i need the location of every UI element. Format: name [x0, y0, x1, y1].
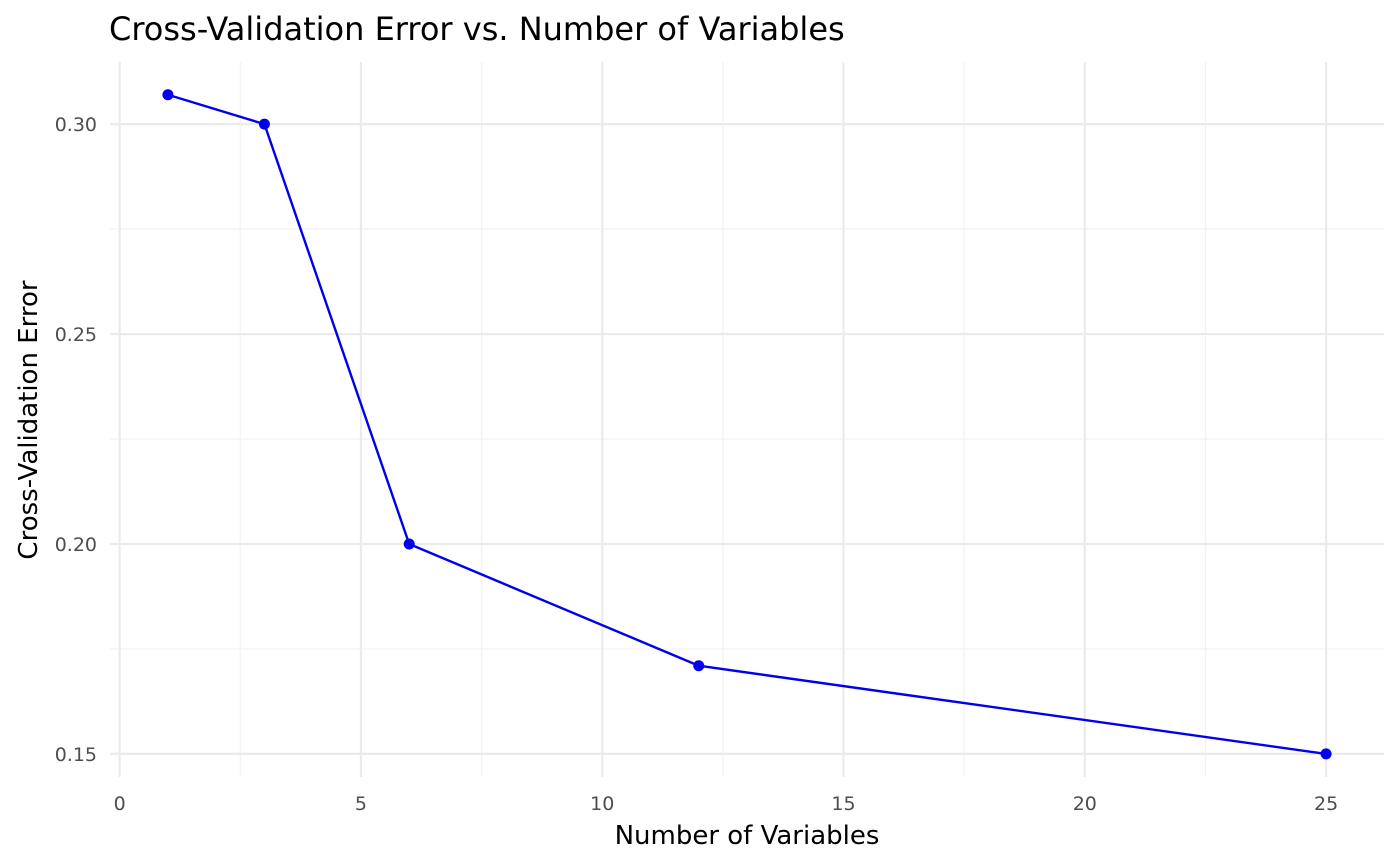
data-point — [693, 660, 705, 672]
y-axis-tick-labels: 0.15 0.20 0.25 0.30 — [55, 114, 97, 766]
data-point — [403, 538, 415, 550]
y-tick-label: 0.20 — [55, 534, 97, 556]
series-line — [166, 93, 1328, 756]
data-point — [258, 118, 270, 130]
x-axis-tick-labels: 0 5 10 15 20 25 — [114, 793, 1339, 815]
x-tick-label: 5 — [355, 793, 367, 815]
chart-title: Cross-Validation Error vs. Number of Var… — [109, 10, 845, 48]
x-tick-label: 15 — [831, 793, 855, 815]
x-tick-label: 10 — [590, 793, 614, 815]
data-point — [1320, 748, 1332, 760]
y-axis-title: Cross-Validation Error — [14, 280, 44, 559]
x-axis-title: Number of Variables — [615, 821, 880, 851]
x-tick-label: 0 — [114, 793, 126, 815]
y-tick-label: 0.30 — [55, 114, 97, 136]
minor-grid — [110, 62, 1384, 777]
x-tick-label: 20 — [1073, 793, 1097, 815]
major-grid — [110, 62, 1384, 777]
series-layer — [162, 89, 1332, 760]
y-tick-label: 0.15 — [55, 744, 97, 766]
data-point — [162, 89, 174, 101]
y-tick-label: 0.25 — [55, 324, 97, 346]
x-tick-label: 25 — [1314, 793, 1338, 815]
